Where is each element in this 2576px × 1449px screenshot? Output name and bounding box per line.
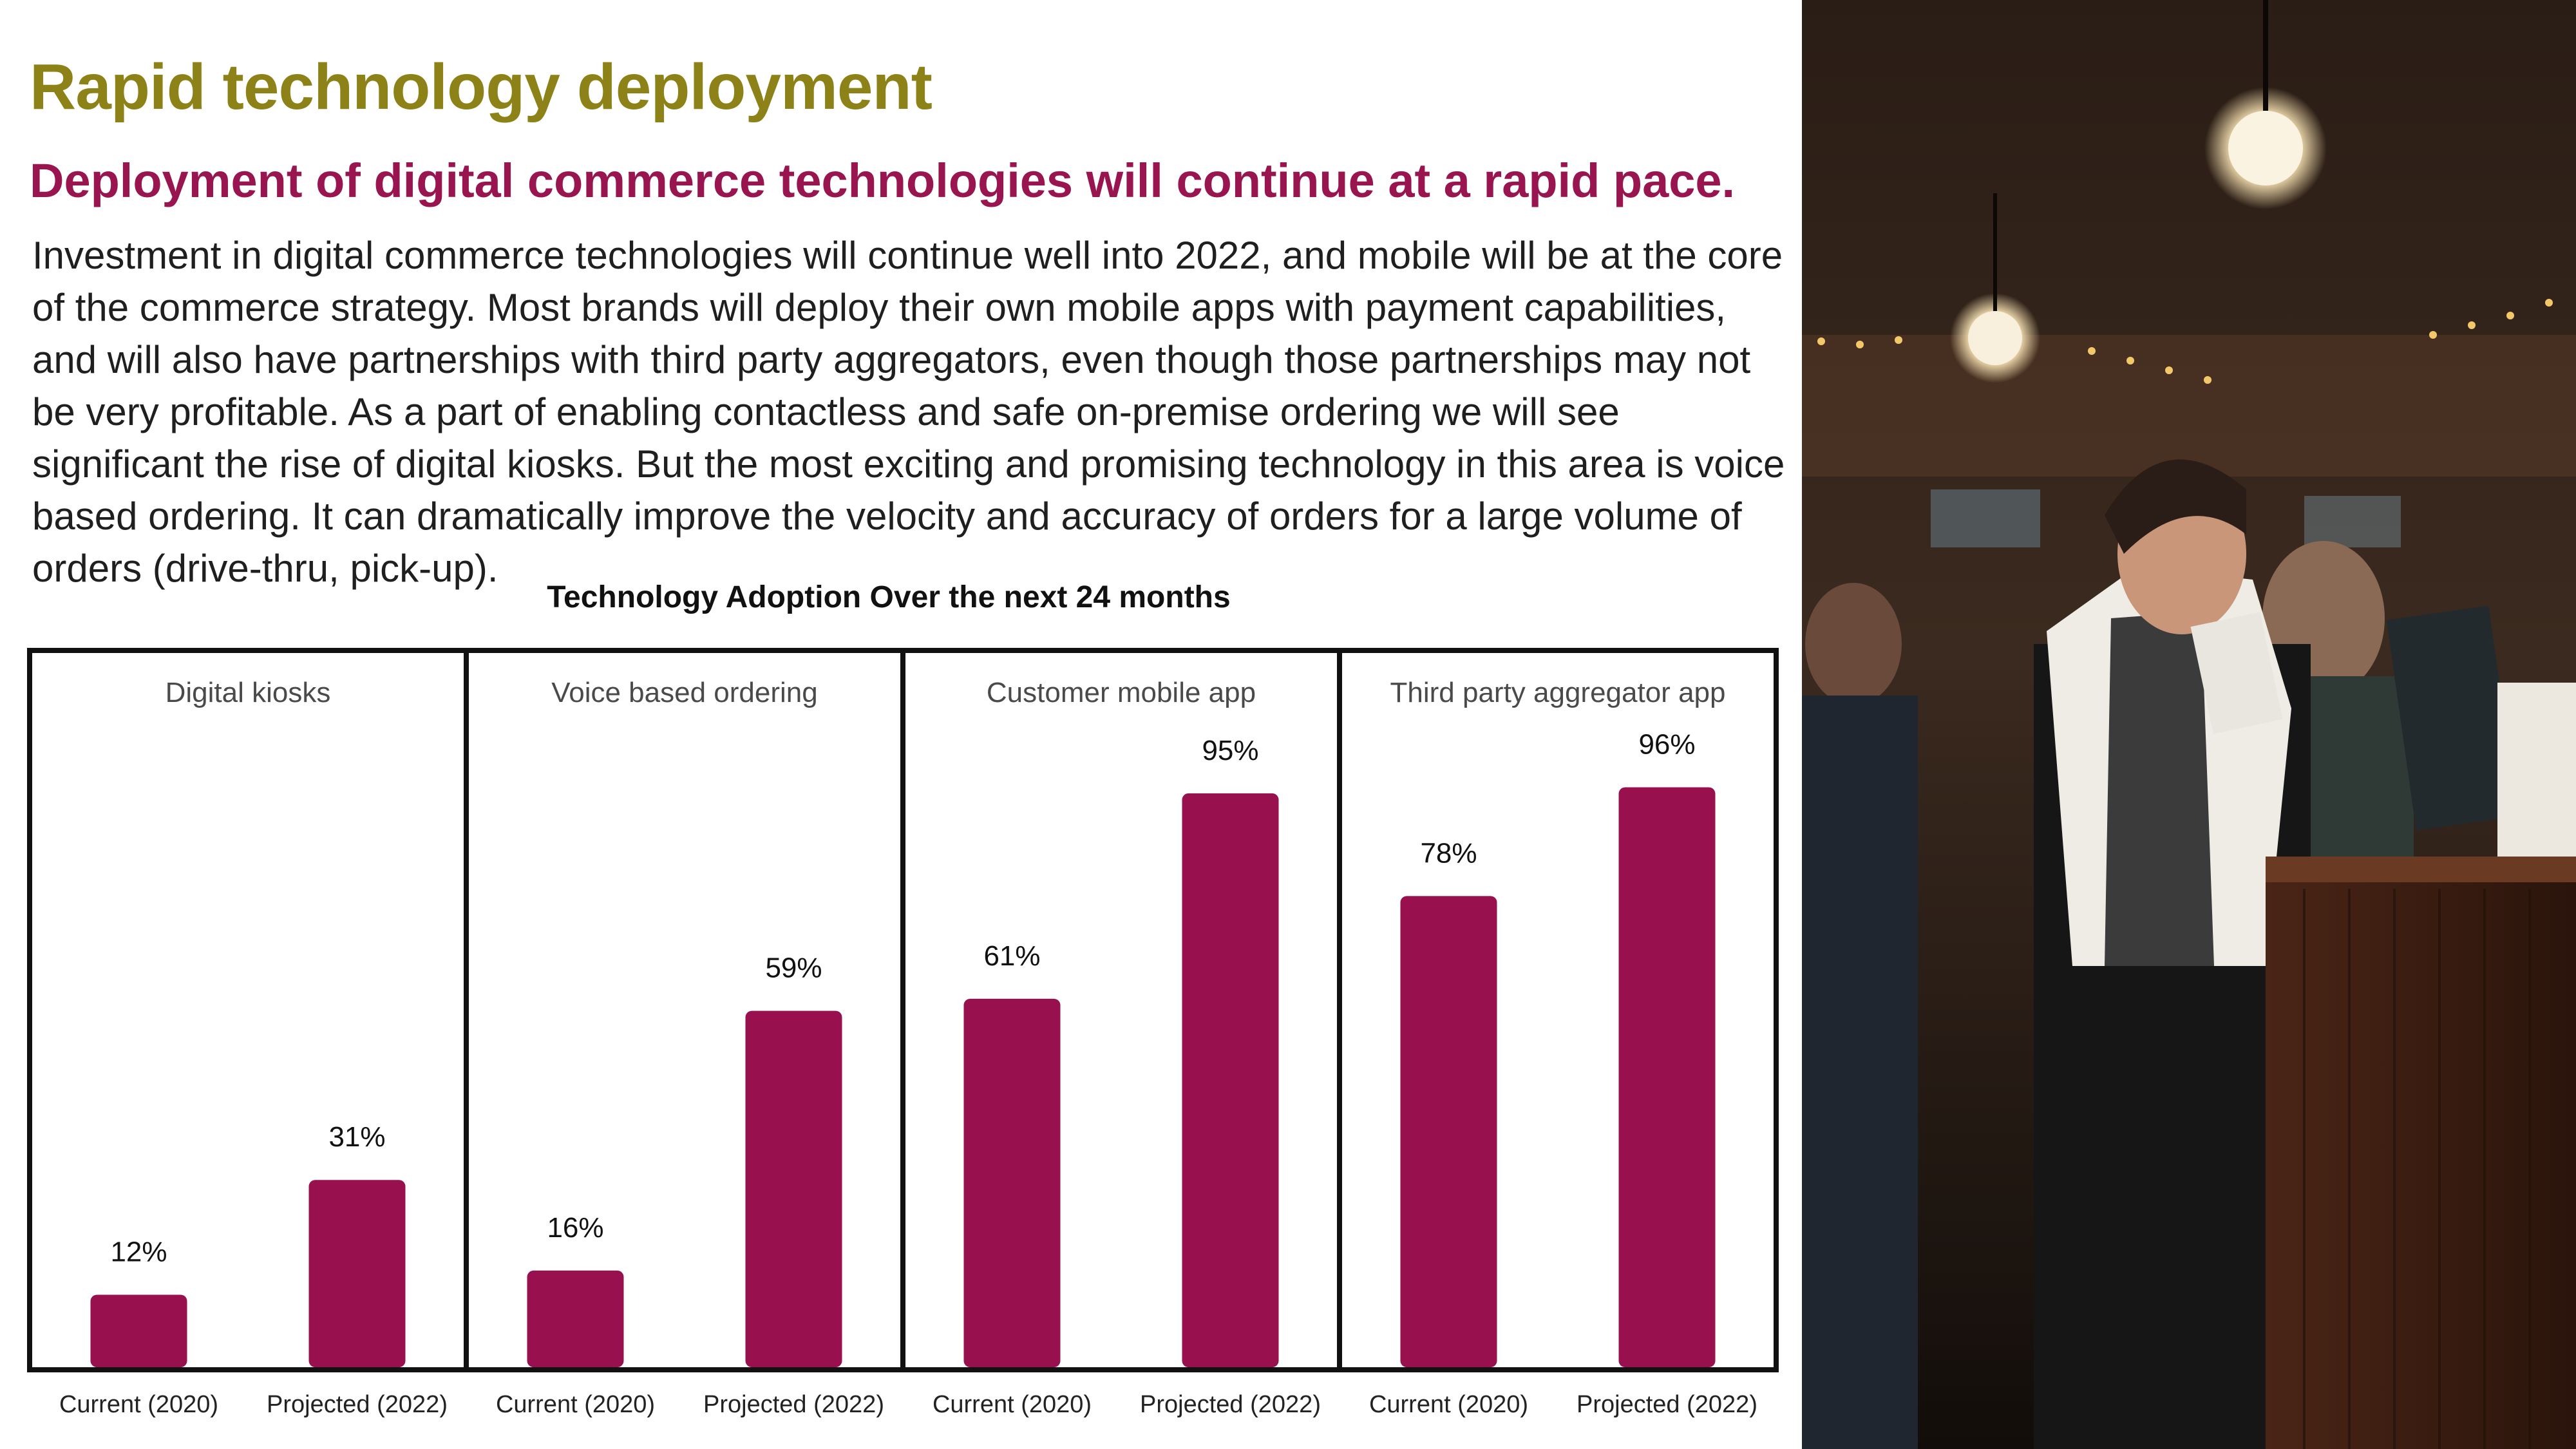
category-label: Current (2020) xyxy=(933,1391,1092,1418)
bar xyxy=(90,1294,187,1367)
category-label: Current (2020) xyxy=(1369,1391,1528,1418)
category-label: Projected (2022) xyxy=(1577,1391,1757,1418)
bar xyxy=(963,998,1061,1367)
bar xyxy=(308,1180,406,1367)
bar xyxy=(527,1270,624,1367)
slide-subtitle: Deployment of digital commerce technolog… xyxy=(30,154,1736,207)
panel-title: Digital kiosks xyxy=(166,677,331,708)
data-label: 96% xyxy=(1638,729,1695,761)
category-label: Projected (2022) xyxy=(703,1391,884,1418)
data-label: 61% xyxy=(983,940,1040,972)
data-label: 78% xyxy=(1420,837,1477,869)
data-label: 95% xyxy=(1202,735,1258,766)
slide-title: Rapid technology deployment xyxy=(30,51,933,123)
panel-title: Voice based ordering xyxy=(551,677,817,708)
category-label: Current (2020) xyxy=(59,1391,218,1418)
panel-title: Customer mobile app xyxy=(987,677,1256,708)
restaurant-photo xyxy=(1802,0,2576,1449)
data-label: 59% xyxy=(765,952,822,984)
bar xyxy=(745,1010,842,1367)
bar xyxy=(1400,896,1497,1367)
body-paragraph: Investment in digital commerce technolog… xyxy=(32,234,1785,590)
chart-title: Technology Adoption Over the next 24 mon… xyxy=(547,580,1231,614)
panel-title: Third party aggregator app xyxy=(1390,677,1726,708)
bar xyxy=(1618,787,1716,1367)
data-label: 12% xyxy=(110,1236,167,1267)
category-label: Projected (2022) xyxy=(1140,1391,1321,1418)
data-label: 16% xyxy=(547,1212,603,1244)
technology-adoption-chart: Digital kiosks 12% Current (2020) 31% Projec… xyxy=(27,648,1779,1418)
category-label: Current (2020) xyxy=(496,1391,655,1418)
bar xyxy=(1182,793,1279,1367)
data-label: 31% xyxy=(328,1121,385,1153)
category-label: Projected (2022) xyxy=(267,1391,448,1418)
